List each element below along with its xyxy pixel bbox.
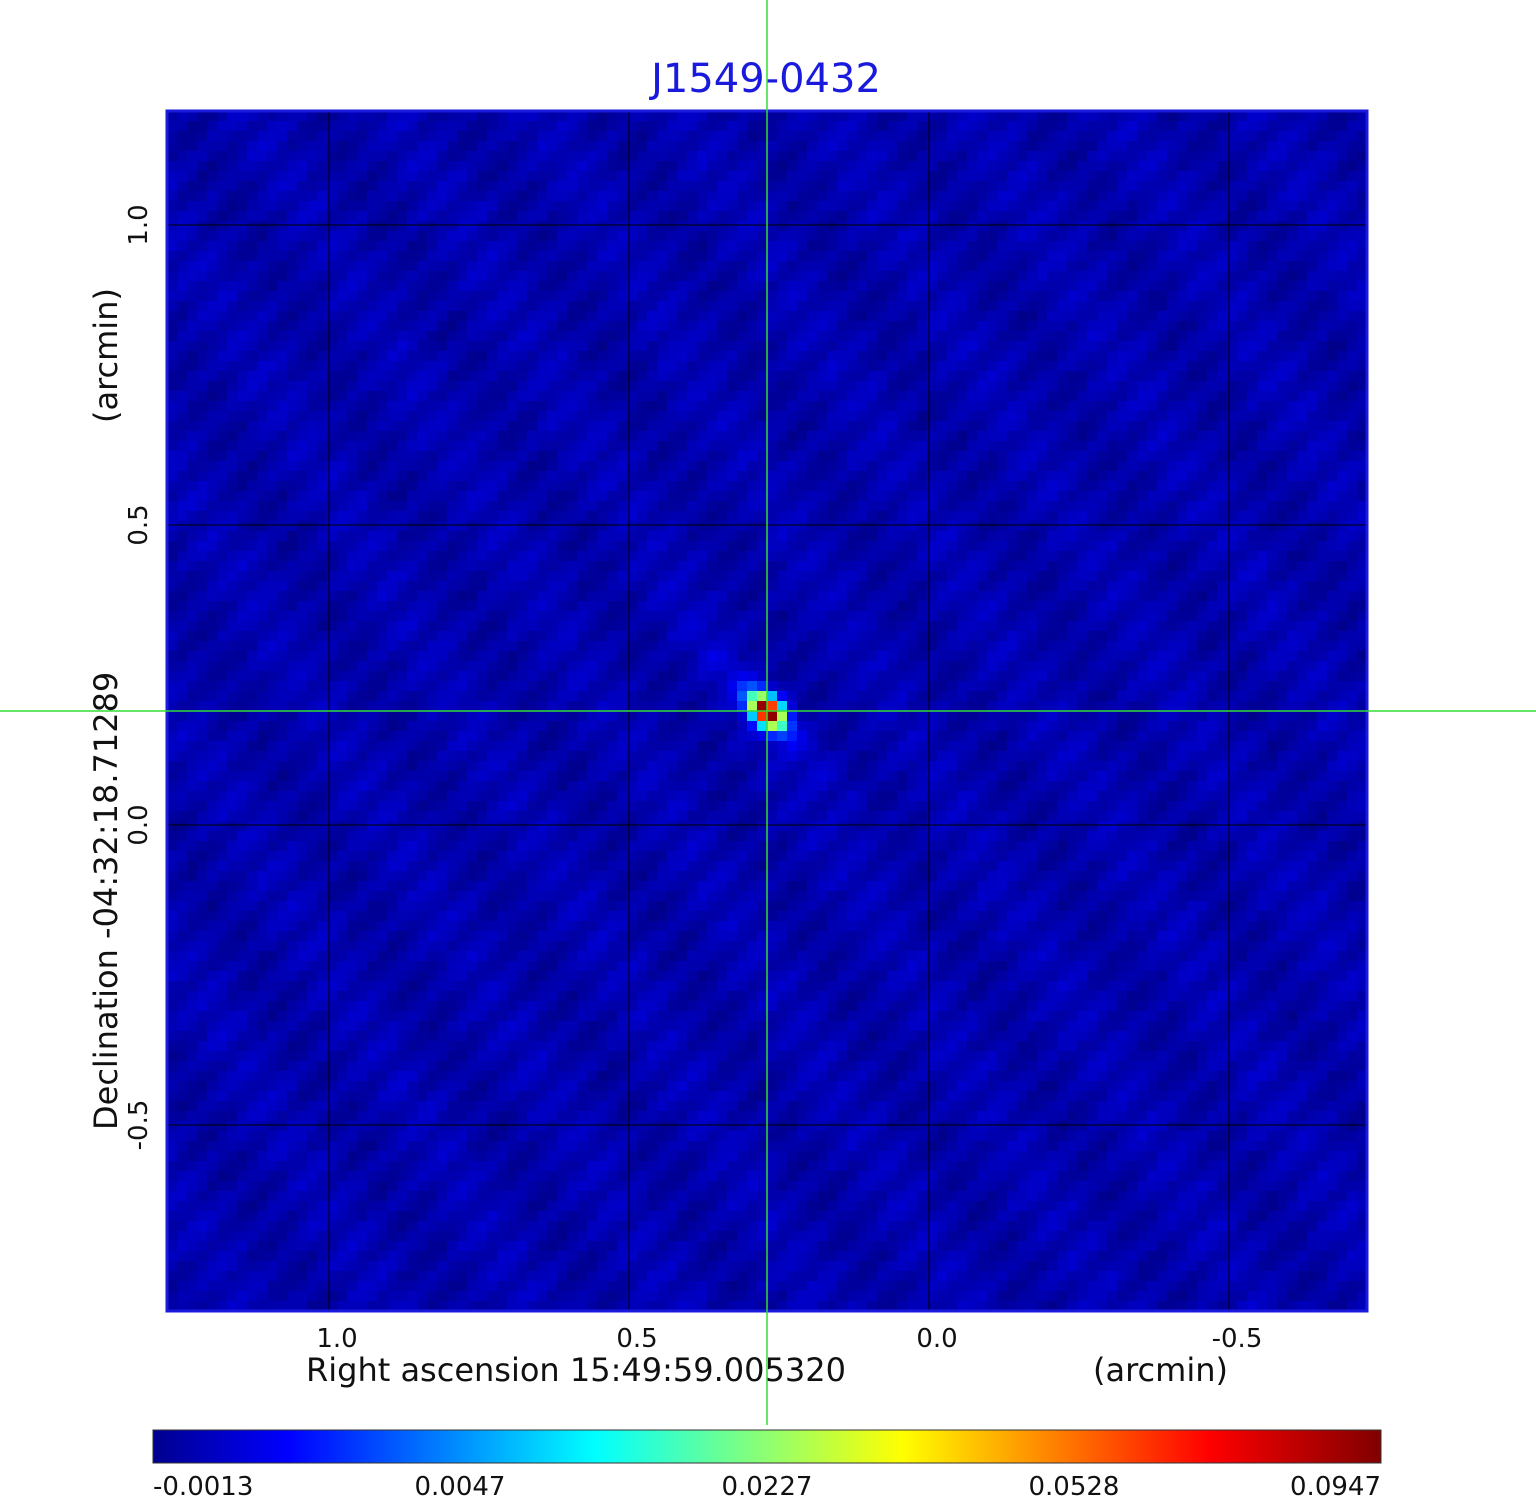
x-tick-labels: 1.0 0.5 0.0 -0.5 — [316, 1324, 1262, 1354]
colorbar-ticks: -0.0013 0.0047 0.0227 0.0528 0.0947 — [153, 1472, 1381, 1500]
y-tick-label: 0.0 — [124, 804, 154, 845]
y-tick-labels: 1.0 0.5 0.0 -0.5 — [124, 204, 154, 1150]
x-tick-label: 0.5 — [616, 1324, 657, 1354]
x-tick-label: 1.0 — [316, 1324, 357, 1354]
y-tick-label: -0.5 — [124, 1100, 154, 1151]
heatmap-image — [167, 111, 1367, 1311]
colorbar-tick-label: -0.0013 — [153, 1472, 253, 1500]
colorbar-tick-label: 0.0047 — [415, 1472, 506, 1500]
y-tick-label: 0.5 — [124, 504, 154, 545]
colorbar-tick-label: 0.0528 — [1029, 1472, 1120, 1500]
y-axis-label: Declination -04:32:18.71289 — [87, 672, 125, 1130]
colorbar — [152, 1429, 1382, 1464]
x-tick-label: -0.5 — [1212, 1324, 1263, 1354]
chart-title: J1549-0432 — [648, 56, 881, 102]
x-tick-label: 0.0 — [916, 1324, 957, 1354]
x-axis-unit: (arcmin) — [1093, 1351, 1228, 1389]
x-axis-label: Right ascension 15:49:59.005320 — [306, 1351, 846, 1389]
y-axis-unit: (arcmin) — [87, 288, 125, 423]
y-tick-label: 1.0 — [124, 204, 154, 245]
colorbar-tick-label: 0.0227 — [722, 1472, 813, 1500]
colorbar-tick-label: 0.0947 — [1290, 1472, 1381, 1500]
